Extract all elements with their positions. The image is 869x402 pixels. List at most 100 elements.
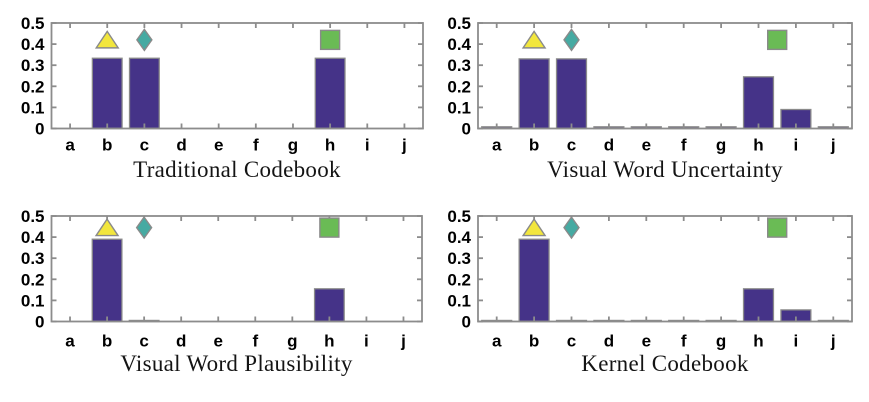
y-tick-label: 0.5 bbox=[447, 207, 471, 226]
bar-c bbox=[128, 57, 160, 130]
x-tick-label: a bbox=[65, 136, 75, 155]
y-tick-label: 0 bbox=[35, 313, 44, 332]
y-tick-label: 0.1 bbox=[21, 98, 45, 117]
x-tick-label: a bbox=[492, 136, 502, 155]
bar-h bbox=[742, 76, 775, 130]
x-tick-label: j bbox=[400, 332, 406, 351]
bar-h bbox=[313, 288, 345, 323]
x-tick-label: b bbox=[102, 136, 112, 155]
y-tick-label: 0.2 bbox=[447, 77, 471, 96]
triangle-marker bbox=[521, 217, 547, 237]
x-tick-label: f bbox=[681, 136, 687, 155]
axes-box bbox=[477, 22, 853, 130]
axes-box bbox=[477, 215, 853, 323]
x-tick-label: d bbox=[604, 332, 614, 351]
subplot-title-visual-word-uncertainty: Visual Word Uncertainty bbox=[547, 157, 783, 182]
y-tick-label: 0 bbox=[462, 313, 471, 332]
x-tick-label: h bbox=[325, 136, 335, 155]
x-tick-label: i bbox=[794, 332, 799, 351]
subplot-title-visual-word-plausibility: Visual Word Plausibility bbox=[120, 351, 353, 376]
diamond-marker bbox=[136, 28, 153, 52]
square-marker bbox=[319, 29, 341, 51]
y-tick-label: 0.3 bbox=[447, 56, 471, 75]
bar-b bbox=[518, 58, 550, 130]
axes-box bbox=[50, 22, 424, 130]
triangle-marker bbox=[94, 30, 120, 49]
x-tick-label: a bbox=[65, 332, 75, 351]
x-tick-label: f bbox=[252, 332, 258, 351]
x-tick-label: d bbox=[604, 136, 614, 155]
y-tick-label: 0.5 bbox=[21, 14, 45, 33]
y-tick-label: 0.4 bbox=[21, 228, 45, 247]
x-tick-label: b bbox=[529, 136, 539, 155]
y-tick-label: 0.1 bbox=[21, 291, 45, 310]
x-tick-label: g bbox=[287, 332, 297, 351]
x-tick-label: h bbox=[753, 136, 763, 155]
subplot-title-traditional-codebook: Traditional Codebook bbox=[133, 157, 341, 182]
square-marker bbox=[767, 217, 788, 238]
y-tick-label: 0 bbox=[462, 120, 471, 139]
y-tick-label: 0.2 bbox=[447, 270, 471, 289]
x-tick-label: b bbox=[529, 332, 539, 351]
x-tick-label: h bbox=[324, 332, 334, 351]
subplot-title-kernel-codebook: Kernel Codebook bbox=[581, 351, 749, 376]
subplot-1: a b c d e f g h i j 0 0.1 0.2 0.3 0.4 0.5 bbox=[447, 14, 853, 155]
x-tick-label: c bbox=[139, 332, 148, 351]
x-tick-label: c bbox=[140, 136, 149, 155]
y-tick-label: 0.3 bbox=[21, 56, 45, 75]
x-tick-label: g bbox=[288, 136, 298, 155]
x-tick-label: c bbox=[567, 136, 576, 155]
x-tick-label: g bbox=[716, 136, 726, 155]
y-tick-label: 0.3 bbox=[21, 249, 45, 268]
y-tick-label: 0.4 bbox=[21, 35, 45, 54]
x-tick-label: e bbox=[642, 332, 651, 351]
x-tick-label: d bbox=[176, 332, 186, 351]
axes-box bbox=[50, 215, 423, 323]
subplot-3: a b c d e f g h i j 0 0.1 0.2 0.3 0.4 0.5 bbox=[447, 207, 853, 351]
x-tick-label: e bbox=[213, 332, 222, 351]
square-marker bbox=[767, 29, 788, 51]
bar-b bbox=[91, 238, 123, 323]
subplot-0: a b c d e f g h i j 0 0.1 0.2 0.3 0.4 0.5 bbox=[21, 14, 424, 155]
triangle-marker bbox=[521, 30, 547, 49]
square-marker bbox=[319, 217, 340, 238]
bar-b bbox=[518, 238, 550, 323]
x-tick-label: g bbox=[716, 332, 726, 351]
y-tick-label: 0.1 bbox=[447, 291, 471, 310]
y-tick-label: 0.5 bbox=[447, 14, 471, 33]
y-tick-label: 0.1 bbox=[447, 98, 471, 117]
x-tick-label: c bbox=[567, 332, 576, 351]
subplot-2: a b c d e f g h i j 0 0.1 0.2 0.3 0.4 0.5 bbox=[21, 207, 423, 351]
y-tick-label: 0.2 bbox=[21, 77, 45, 96]
diamond-marker bbox=[135, 215, 153, 240]
x-tick-label: j bbox=[401, 136, 407, 155]
bar-c bbox=[555, 58, 588, 130]
y-tick-label: 0.4 bbox=[447, 228, 471, 247]
bar-b bbox=[91, 57, 123, 130]
diamond-marker bbox=[563, 215, 580, 240]
x-tick-label: f bbox=[681, 332, 687, 351]
x-tick-label: f bbox=[253, 136, 259, 155]
x-tick-label: i bbox=[365, 136, 370, 155]
y-tick-label: 0 bbox=[35, 120, 44, 139]
x-tick-label: d bbox=[176, 136, 186, 155]
triangle-marker bbox=[94, 217, 120, 237]
y-tick-label: 0.5 bbox=[21, 207, 45, 226]
x-tick-label: j bbox=[830, 136, 836, 155]
x-tick-label: i bbox=[364, 332, 369, 351]
y-tick-label: 0.3 bbox=[447, 249, 471, 268]
y-tick-label: 0.2 bbox=[21, 270, 45, 289]
diamond-marker bbox=[563, 28, 580, 52]
y-tick-label: 0.4 bbox=[447, 35, 471, 54]
x-tick-label: i bbox=[794, 136, 799, 155]
bar-h bbox=[314, 57, 346, 130]
x-tick-label: a bbox=[492, 332, 502, 351]
x-tick-label: h bbox=[753, 332, 763, 351]
bar-h bbox=[742, 288, 775, 323]
x-tick-label: e bbox=[214, 136, 223, 155]
x-tick-label: b bbox=[102, 332, 112, 351]
x-tick-label: j bbox=[830, 332, 836, 351]
x-tick-label: e bbox=[642, 136, 651, 155]
